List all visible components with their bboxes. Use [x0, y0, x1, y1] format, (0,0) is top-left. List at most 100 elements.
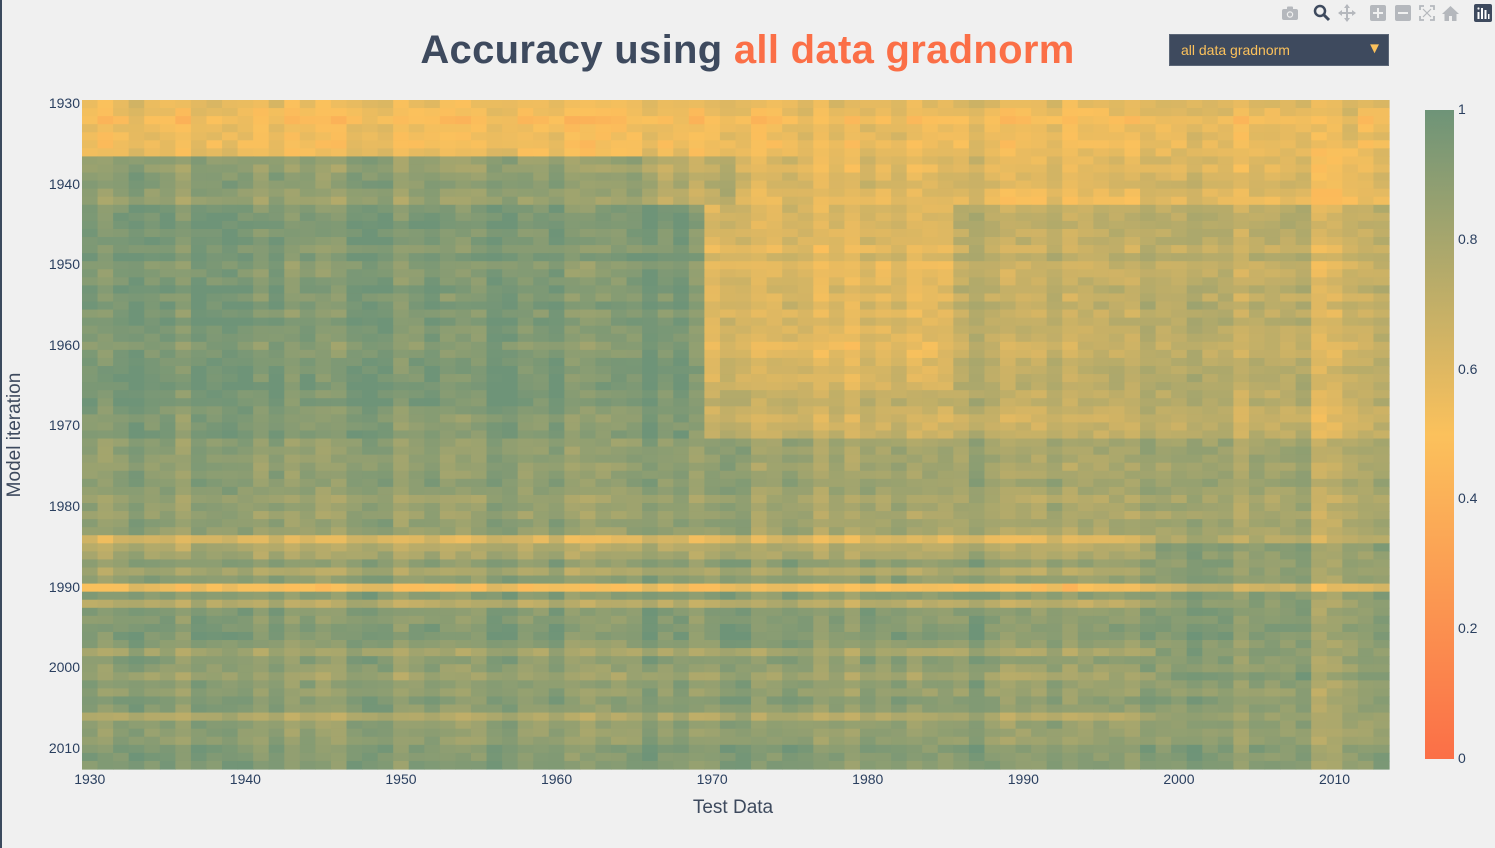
heatmap-cell: [377, 124, 394, 133]
heatmap-cell: [284, 148, 301, 158]
heatmap-cell: [719, 293, 737, 303]
heatmap-cell: [1062, 100, 1079, 109]
heatmap-cell: [362, 365, 379, 375]
heatmap-cell: [82, 188, 99, 198]
heatmap-cell: [408, 462, 425, 472]
heatmap-cell: [548, 212, 565, 222]
heatmap-cell: [797, 301, 814, 311]
heatmap-cell: [595, 341, 612, 351]
heatmap-cell: [1062, 196, 1079, 206]
heatmap-cell: [735, 132, 752, 141]
heatmap-cell: [579, 261, 597, 270]
heatmap-cell: [704, 414, 721, 424]
heatmap-cell: [237, 100, 254, 109]
heatmap-cell: [968, 333, 986, 343]
heatmap-cell: [408, 454, 425, 464]
heatmap-cell: [1000, 140, 1017, 149]
heatmap-cell: [1295, 519, 1312, 528]
heatmap-cell: [315, 559, 332, 569]
heatmap-cell: [1031, 261, 1048, 270]
heatmap-cell: [175, 406, 192, 415]
heatmap-cell: [704, 333, 721, 343]
heatmap-cell: [673, 164, 690, 174]
heatmap-cell: [937, 212, 954, 222]
heatmap-cell: [330, 253, 348, 262]
heatmap-cell: [984, 470, 1001, 480]
heatmap-cell: [408, 422, 425, 432]
heatmap-cell: [393, 503, 410, 512]
heatmap-cell: [159, 237, 176, 246]
heatmap-cell: [595, 277, 612, 286]
heatmap-cell: [82, 172, 99, 182]
heatmap-cell: [362, 212, 379, 222]
heatmap-cell: [1015, 365, 1032, 375]
heatmap-cell: [1000, 527, 1017, 536]
heatmap-cell: [1280, 422, 1297, 432]
heatmap-cell: [362, 285, 379, 295]
heatmap-cell: [937, 325, 954, 335]
heatmap-cell: [859, 341, 877, 351]
heatmap-cell: [953, 559, 970, 569]
heatmap-cell: [408, 204, 425, 214]
dataset-dropdown[interactable]: all data gradnorm ▼: [1169, 34, 1389, 66]
heatmap-cell: [470, 390, 488, 399]
heatmap-cell: [424, 527, 441, 536]
heatmap-cell: [1311, 245, 1328, 254]
heatmap-cell: [393, 511, 410, 520]
heatmap-cell: [922, 543, 939, 552]
heatmap-cell: [611, 172, 628, 182]
heatmap-cell: [439, 325, 457, 335]
pan-icon[interactable]: [1336, 3, 1358, 23]
home-icon[interactable]: [1439, 3, 1461, 23]
heatmap-cell: [439, 212, 457, 222]
zoom-out-icon[interactable]: [1392, 3, 1414, 23]
heatmap-cell: [673, 446, 690, 456]
heatmap-cell: [1031, 325, 1048, 335]
heatmap-cell: [1171, 527, 1188, 536]
heatmap-cell: [922, 204, 939, 214]
heatmap-cell: [1093, 204, 1110, 214]
heatmap-cell: [1186, 309, 1203, 319]
heatmap-cell: [113, 164, 130, 174]
heatmap-cell: [579, 486, 597, 496]
heatmap-cell: [486, 325, 503, 335]
heatmap-cell: [1202, 317, 1219, 327]
heatmap-cell: [704, 108, 721, 117]
heatmap-cell: [237, 180, 254, 190]
heatmap-cell: [828, 261, 846, 270]
heatmap-cell: [579, 285, 597, 295]
heatmap-cell: [1046, 309, 1063, 319]
heatmap-cell: [1202, 108, 1219, 117]
plotly-logo-icon[interactable]: [1472, 3, 1494, 23]
heatmap-cell: [1140, 164, 1157, 174]
heatmap-cell: [688, 527, 705, 536]
heatmap-cell: [1000, 212, 1017, 222]
heatmap-cell: [1155, 164, 1172, 174]
heatmap-cell: [377, 527, 394, 536]
heatmap-cell: [688, 567, 705, 577]
heatmap-cell: [1373, 543, 1390, 552]
heatmap-cell: [891, 325, 908, 335]
heatmap-cell: [751, 172, 768, 182]
heatmap-cell: [1000, 390, 1017, 399]
heatmap-cell: [439, 494, 457, 504]
heatmap-cell: [1093, 261, 1110, 270]
autoscale-icon[interactable]: [1416, 3, 1438, 23]
heatmap-cell: [1140, 341, 1157, 351]
zoom-icon[interactable]: [1311, 3, 1333, 23]
heatmap-cell: [393, 172, 410, 182]
camera-icon[interactable]: [1279, 3, 1301, 23]
heatmap-cell: [424, 438, 441, 448]
heatmap-cell: [1326, 261, 1343, 270]
heatmap-cell: [377, 438, 394, 448]
zoom-in-icon[interactable]: [1367, 3, 1389, 23]
heatmap-cell: [1077, 462, 1094, 472]
heatmap-cell: [1264, 220, 1281, 230]
heatmap-cell: [144, 398, 161, 407]
heatmap-cell: [751, 374, 768, 383]
heatmap-cell: [424, 503, 441, 512]
heatmap-cell: [362, 438, 379, 448]
heatmap-cell: [533, 237, 550, 246]
heatmap-cell: [144, 527, 161, 536]
